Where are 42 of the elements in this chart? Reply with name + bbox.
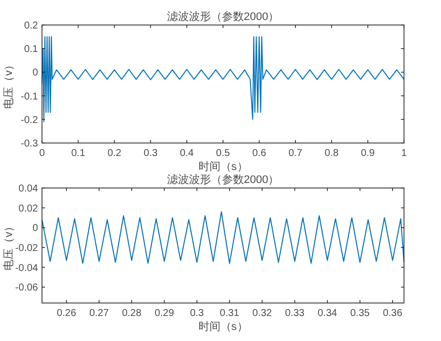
x-tick-label: 0.33: [285, 308, 305, 319]
chart-title: 滤波波形（参数2000）: [166, 173, 280, 186]
x-tick-label: 0.5: [216, 148, 230, 159]
x-tick-label: 0.32: [252, 308, 272, 319]
y-tick-label: -0.06: [15, 282, 38, 294]
y-tick-label: 0.1: [24, 44, 38, 56]
x-tick-label: 0.4: [180, 148, 194, 159]
y-tick-label: 0.2: [24, 20, 38, 32]
x-tick-label: 0.7: [288, 148, 303, 159]
x-axis-title: 时间（s）: [198, 320, 248, 333]
x-tick-label: 0.29: [154, 308, 174, 319]
y-axis-title: 电压（v）: [2, 220, 15, 270]
x-tick-label: 0.8: [324, 148, 339, 159]
x-tick-label: 0.31: [220, 308, 240, 319]
y-tick-label: 0.04: [18, 184, 38, 194]
y-tick-label: 0: [32, 68, 38, 79]
x-tick-label: 0.9: [360, 148, 376, 159]
y-tick-label: -0.2: [20, 114, 38, 126]
x-tick-label: 0.1: [71, 148, 86, 159]
y-tick-label: -0.02: [15, 242, 38, 254]
x-tick-label: 1: [401, 148, 408, 159]
y-tick-label: -0.1: [20, 91, 38, 102]
chart-title: 滤波波形（参数2000）: [166, 10, 280, 23]
x-tick-label: 0.34: [318, 308, 338, 319]
x-tick-label: 0.28: [122, 308, 142, 319]
x-tick-label: 0.36: [382, 308, 403, 319]
x-tick-label: 0.27: [89, 308, 110, 319]
line-series: [42, 211, 404, 264]
line-series: [42, 36, 404, 122]
x-tick-label: 0.2: [107, 148, 122, 159]
y-tick-label: 0.02: [18, 203, 38, 214]
x-tick-label: 0.3: [190, 308, 204, 319]
y-tick-label: -0.3: [20, 138, 38, 150]
y-tick-label: 0: [32, 223, 38, 234]
x-axis-title: 时间（s）: [198, 160, 248, 173]
y-axis-title: 电压（v）: [2, 59, 15, 109]
x-tick-label: 0.6: [252, 148, 267, 159]
x-tick-label: 0.35: [350, 308, 370, 319]
x-tick-label: 0.3: [144, 148, 158, 159]
y-tick-label: -0.04: [15, 262, 38, 274]
x-tick-label: 0.26: [56, 308, 77, 319]
x-tick-label: 0: [39, 148, 46, 159]
